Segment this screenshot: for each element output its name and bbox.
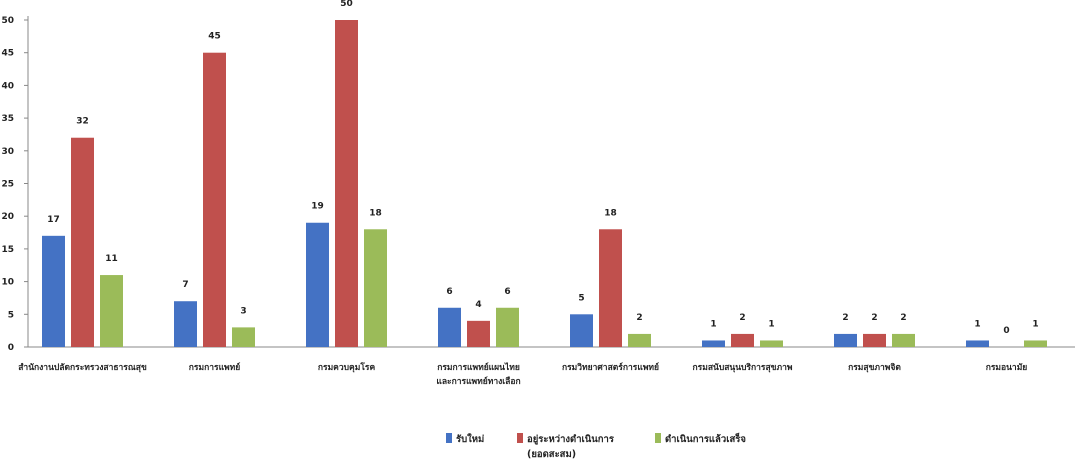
bars (42, 20, 1047, 347)
data-label: 1 (1032, 319, 1038, 329)
category-label: กรมสนับสนุนบริการสุขภาพ (693, 362, 793, 373)
category-label: กรมวิทยาศาสตร์การแพทย์ (562, 362, 659, 373)
y-tick-label: 50 (1, 16, 14, 26)
data-label: 4 (475, 300, 481, 310)
data-label: 2 (739, 313, 745, 323)
y-tick-label: 20 (1, 212, 14, 222)
y-tick-label: 0 (8, 343, 14, 353)
data-label: 18 (604, 208, 617, 218)
y-tick-label: 10 (1, 278, 14, 288)
category-label: สำนักงานปลัดกระทรวงสาธารณสุข (18, 362, 147, 373)
bar (760, 340, 783, 347)
legend-swatch (655, 433, 661, 443)
y-tick-label: 30 (1, 147, 14, 157)
legend-label: ดำเนินการแล้วเสร็จ (665, 432, 746, 445)
data-label: 11 (105, 254, 118, 264)
category-label: กรมการแพทย์ (189, 362, 240, 373)
y-tick-label: 45 (1, 49, 14, 59)
data-labels: 17 7 19 6 5 1 2 1 32 45 50 4 18 2 2 0 11 3 18 6 2 1 2 1 (47, 0, 1038, 336)
y-tick-label: 5 (8, 310, 14, 320)
bar (174, 301, 197, 347)
data-label: 7 (182, 280, 188, 290)
data-label: 2 (900, 313, 906, 323)
category-label: และการแพทย์ทางเลือก (436, 376, 520, 387)
bar (100, 275, 123, 347)
y-tick-label: 15 (1, 245, 14, 255)
bar (496, 307, 519, 347)
category-label: กรมควบคุมโรค (318, 362, 376, 373)
data-label: 2 (871, 313, 877, 323)
data-label: 2 (636, 313, 642, 323)
bar (335, 20, 358, 347)
data-label: 50 (340, 0, 353, 9)
bar (42, 235, 65, 347)
axes (27, 16, 1075, 348)
legend-label: รับใหม่ (456, 433, 484, 445)
bar (306, 222, 329, 347)
data-label: 19 (311, 202, 324, 212)
data-label: 45 (208, 32, 221, 42)
bar (731, 333, 754, 347)
bar (570, 314, 593, 347)
bar (834, 333, 857, 347)
category-label: กรมอนามัย (986, 362, 1028, 373)
data-label: 0 (1003, 326, 1009, 336)
bar (966, 340, 989, 347)
bar (364, 229, 387, 347)
legend-swatch (517, 433, 523, 443)
y-tick-label: 40 (1, 81, 14, 91)
y-tick-label: 25 (1, 180, 14, 190)
bar (892, 333, 915, 347)
legend-swatch (446, 433, 452, 443)
bar (203, 52, 226, 347)
data-label: 32 (76, 117, 89, 127)
legend-label: อยู่ระหว่างดำเนินการ (527, 434, 615, 446)
bar (71, 137, 94, 347)
category-labels: สำนักงานปลัดกระทรวงสาธารณสุข กรมการแพทย์ ก… (18, 362, 1027, 387)
data-label: 6 (446, 287, 452, 297)
bar (599, 229, 622, 347)
data-label: 18 (369, 208, 382, 218)
bar (628, 333, 651, 347)
bar (438, 307, 461, 347)
bar (1024, 340, 1047, 347)
legend: รับใหม่ อยู่ระหว่างดำเนินการ (ยอดสะสม) ดำเน… (446, 432, 746, 460)
category-label: กรมการแพทย์แผนไทย (437, 362, 520, 373)
data-label: 6 (504, 287, 510, 297)
y-tick-label: 35 (1, 114, 14, 124)
bar (232, 327, 255, 347)
data-label: 1 (710, 319, 716, 329)
category-label: กรมสุขภาพจิต (848, 362, 901, 373)
bar (702, 340, 725, 347)
data-label: 17 (47, 215, 60, 225)
data-label: 2 (842, 313, 848, 323)
bar (467, 320, 490, 347)
y-ticks: 0 5 10 15 20 25 30 35 40 45 50 (1, 16, 28, 353)
data-label: 1 (974, 319, 980, 329)
data-label: 1 (768, 319, 774, 329)
legend-label: (ยอดสะสม) (527, 449, 576, 460)
data-label: 3 (240, 306, 246, 316)
data-label: 5 (578, 293, 584, 303)
bar (863, 333, 886, 347)
